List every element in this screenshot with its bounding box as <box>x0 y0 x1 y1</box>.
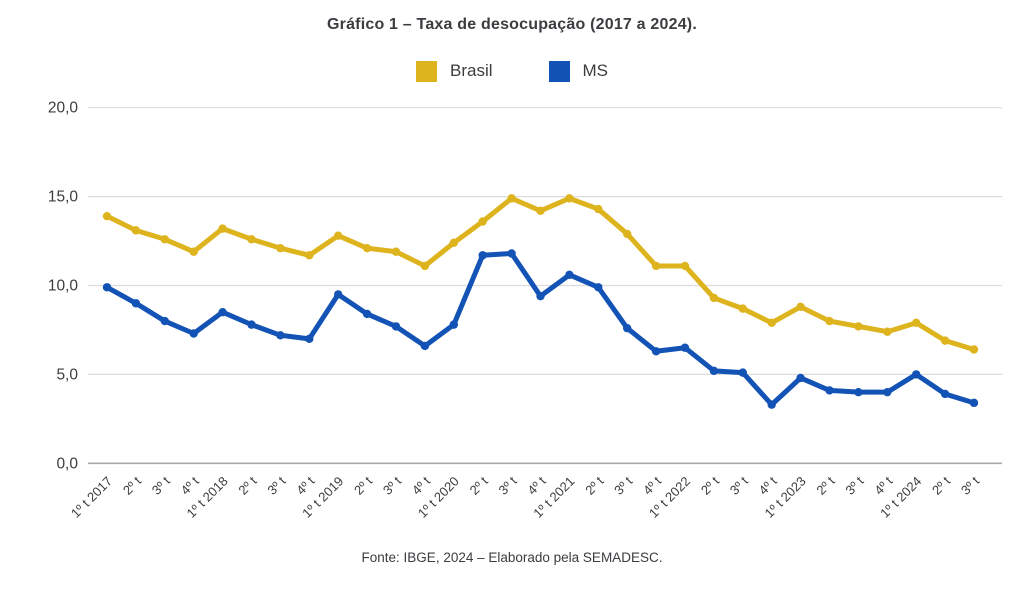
ms-point <box>334 290 343 299</box>
ms-point <box>362 309 372 319</box>
y-tick-label: 20,0 <box>48 100 79 117</box>
ms-point <box>507 249 516 258</box>
x-tick-label: 2º t <box>351 473 375 497</box>
y-tick-label: 10,0 <box>48 278 79 295</box>
ms-point <box>276 331 285 340</box>
ms-point <box>767 400 776 409</box>
brasil-point <box>825 316 834 326</box>
ms-point <box>131 299 141 308</box>
ms-point <box>940 389 950 399</box>
brasil-point <box>969 345 979 354</box>
source-note: Fonte: IBGE, 2024 – Elaborado pela SEMAD… <box>361 550 663 565</box>
ms-point <box>912 370 921 379</box>
x-tick-label: 3º t <box>149 473 173 497</box>
ms-point <box>594 283 603 292</box>
ms-swatch-icon <box>548 60 570 82</box>
ms-point <box>478 251 487 260</box>
brasil-point <box>160 235 169 244</box>
brasil-point <box>594 204 603 214</box>
brasil-line <box>104 195 977 353</box>
ms-point <box>565 270 574 280</box>
x-tick-label: 2º t <box>929 473 953 497</box>
x-tick-label: 3º t <box>958 473 982 497</box>
x-tick-label: 2º t <box>698 473 722 497</box>
chart-title: Gráfico 1 – Taxa de desocupação (2017 a … <box>327 16 697 33</box>
brasil-point <box>796 302 805 312</box>
ms-point <box>796 373 805 383</box>
brasil-point <box>883 327 892 336</box>
ms-point <box>651 347 661 356</box>
x-tick-label: 3º t <box>264 473 288 497</box>
x-tick-label: 1º t 2017 <box>68 474 115 521</box>
brasil-point <box>391 247 401 256</box>
brasil-point <box>507 194 516 203</box>
x-tick-label: 2º t <box>582 473 606 497</box>
legend-item-ms: MS <box>548 60 609 82</box>
brasil-point <box>709 293 719 303</box>
x-tick-label: 2º t <box>813 473 837 497</box>
ms-line <box>104 250 977 408</box>
ms-point <box>449 320 458 329</box>
brasil-point <box>305 251 314 260</box>
brasil-point <box>565 194 574 203</box>
brasil-point <box>478 217 487 226</box>
brasil-point <box>940 336 950 345</box>
legend-label-brasil: Brasil <box>449 61 493 80</box>
brasil-point <box>247 235 256 244</box>
x-tick-label: 3º t <box>727 473 751 497</box>
ms-point <box>102 283 112 292</box>
y-tick-label: 15,0 <box>48 189 79 206</box>
brasil-point <box>623 229 632 239</box>
ms-point <box>738 368 747 377</box>
x-tick-label: 3º t <box>842 473 866 497</box>
x-tick-label: 2º t <box>120 473 144 497</box>
ms-point <box>536 291 545 301</box>
brasil-point <box>334 231 343 240</box>
ms-point <box>247 320 256 329</box>
x-tick-label: 2º t <box>467 473 491 497</box>
y-tick-label: 5,0 <box>56 366 78 383</box>
ms-point <box>218 307 227 317</box>
ms-point <box>709 366 719 376</box>
x-tick-label: 2º t <box>235 473 259 497</box>
brasil-swatch-icon <box>415 60 437 82</box>
legend-label-ms: MS <box>582 61 609 80</box>
x-tick-label: 3º t <box>496 473 520 497</box>
ms-point <box>189 329 198 338</box>
brasil-point <box>536 206 545 216</box>
brasil-point <box>218 224 227 233</box>
ms-point <box>391 322 401 331</box>
brasil-point <box>854 322 863 331</box>
legend-item-brasil: Brasil <box>415 60 493 82</box>
ms-point <box>420 341 430 351</box>
x-tick-label: 3º t <box>380 473 404 497</box>
brasil-point <box>738 304 747 313</box>
x-tick-label: 3º t <box>611 473 635 497</box>
brasil-point <box>449 238 458 248</box>
ms-point <box>160 316 169 326</box>
ms-point <box>854 387 863 397</box>
brasil-point <box>420 261 430 271</box>
brasil-point <box>276 243 285 253</box>
ms-point <box>623 323 632 333</box>
brasil-point <box>362 243 372 253</box>
chart-legend: Brasil MS <box>0 58 1024 84</box>
brasil-point <box>680 261 690 271</box>
brasil-point <box>767 318 776 328</box>
brasil-point <box>102 211 112 221</box>
brasil-point <box>651 261 661 271</box>
ms-point <box>969 398 979 408</box>
ms-point <box>680 343 690 352</box>
brasil-point <box>131 226 141 235</box>
ms-point <box>825 386 834 395</box>
ms-point <box>305 334 314 344</box>
brasil-point <box>189 247 198 256</box>
y-tick-label: 0,0 <box>56 455 78 472</box>
ms-point <box>883 387 892 397</box>
brasil-point <box>912 318 921 328</box>
